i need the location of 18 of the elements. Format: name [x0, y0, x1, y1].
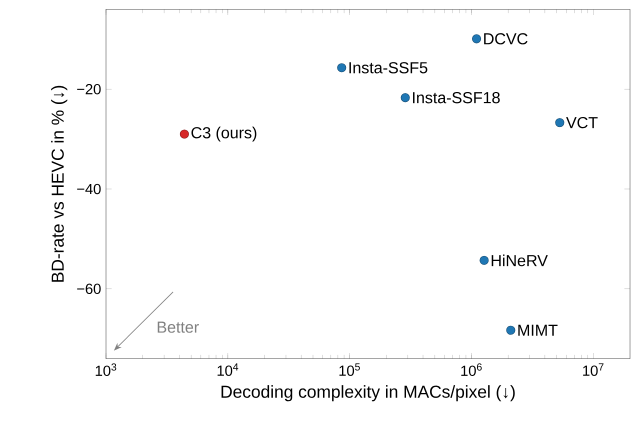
x-tick-label: 10$^{6}$ — [461, 363, 482, 376]
series-label: HiNeRV — [492, 254, 548, 266]
x-tick-label: 10$^{5}$ — [339, 363, 360, 376]
y-tick-label: −40 — [77, 184, 101, 194]
y-tick-label: −20 — [77, 84, 101, 94]
series-label: VCT — [566, 116, 598, 128]
x-axis-title: Decoding complexity in MACs/pixel (↓) — [222, 385, 515, 402]
series-label: MIMT — [518, 324, 558, 336]
series-label: DCVC — [484, 33, 528, 44]
x-tick-label: 10$^{7}$ — [583, 363, 604, 376]
series-label: Insta-SSF5 — [349, 62, 428, 74]
x-tick-label: 10$^{3}$ — [96, 363, 116, 376]
x-tick-label: 10$^{4}$ — [218, 363, 238, 376]
series-label: Insta-SSF18 — [413, 92, 500, 104]
annotation: Better — [158, 322, 199, 333]
y-tick-label: −60 — [77, 284, 101, 294]
series-label: C3 (ours) — [191, 126, 256, 142]
y-axis-title: BD-rate vs HEVC in % (↓) — [51, 86, 68, 282]
